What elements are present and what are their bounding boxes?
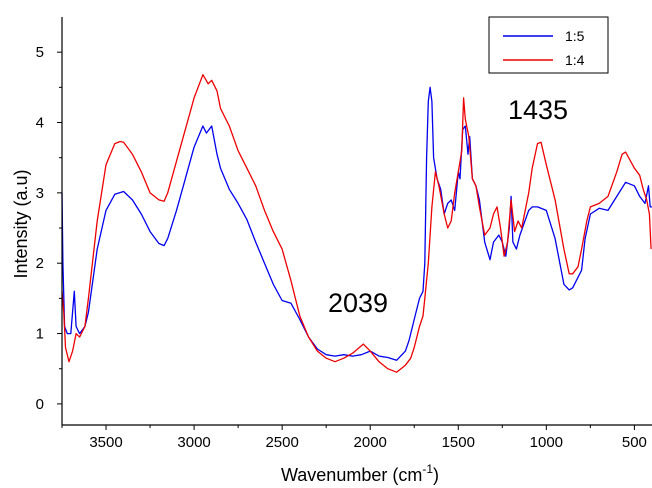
x-tick-label-1000: 1000 [530,434,563,451]
x-axis-title: Wavenumber (cm-1) [281,462,439,485]
y-tick-label-1: 1 [36,326,44,343]
legend-label-1-5: 1:5 [565,28,585,44]
y-tick-label-3: 3 [36,185,44,202]
axes-layer: 3500 3000 2500 2000 1500 1000 500 0 1 2 3 4 5 [36,17,652,451]
x-tick-label-2000: 2000 [354,434,387,451]
y-tick-label-5: 5 [36,44,44,61]
y-tick-label-0: 0 [36,396,44,413]
annotation-1435: 1435 [508,95,568,125]
x-tick-label-500: 500 [622,434,647,451]
annotation-2039: 2039 [328,288,388,318]
legend-label-1-4: 1:4 [565,52,585,68]
y-tick-label-2: 2 [36,255,44,272]
x-axis-title-main: Wavenumber (cm [281,465,422,485]
legend: 1:5 1:4 [488,16,609,74]
x-axis-title-close: ) [433,465,439,485]
series-line-1-4 [61,74,652,373]
series-line-1-5 [61,86,652,361]
x-tick-label-3500: 3500 [89,434,122,451]
x-axis-title-sup: -1 [422,462,433,476]
x-tick-label-1500: 1500 [442,434,475,451]
legend-box [488,16,609,74]
y-axis-title: Intensity (a.u) [11,169,31,278]
series-layer [61,74,652,373]
x-tick-label-3000: 3000 [177,434,210,451]
x-tick-label-2500: 2500 [265,434,298,451]
y-tick-label-4: 4 [36,115,44,132]
